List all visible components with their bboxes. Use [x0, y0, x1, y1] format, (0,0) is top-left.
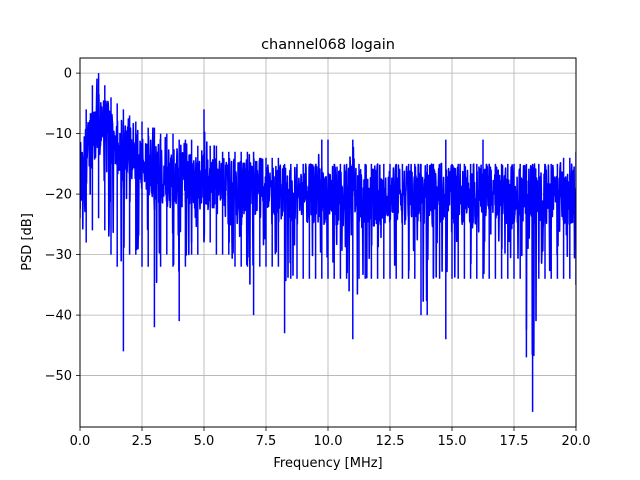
y-tick-label: −50 [45, 369, 72, 384]
x-tick-label: 15.0 [438, 434, 467, 449]
y-tick-label: −10 [45, 127, 72, 142]
x-tick-label: 2.5 [132, 434, 153, 449]
chart-title: channel068 logain [261, 37, 395, 53]
y-axis-ticks: 0 −10 −20 −30 −40 −50 [45, 67, 80, 384]
plot-area [80, 73, 576, 412]
x-axis-ticks: 0.0 2.5 5.0 7.5 10.0 12.5 15.0 17.5 20.0 [70, 427, 591, 449]
x-tick-label: 10.0 [314, 434, 343, 449]
x-tick-label: 7.5 [256, 434, 277, 449]
x-tick-label: 20.0 [562, 434, 591, 449]
x-tick-label: 5.0 [194, 434, 215, 449]
x-axis-label: Frequency [MHz] [273, 456, 382, 471]
y-tick-label: −20 [45, 188, 72, 203]
x-tick-label: 0.0 [70, 434, 91, 449]
y-tick-label: 0 [64, 67, 72, 82]
y-tick-label: −40 [45, 309, 72, 324]
x-tick-label: 17.5 [500, 434, 529, 449]
series-group [80, 73, 576, 412]
y-tick-label: −30 [45, 248, 72, 263]
y-axis-label: PSD [dB] [20, 213, 35, 271]
x-tick-label: 12.5 [376, 434, 405, 449]
